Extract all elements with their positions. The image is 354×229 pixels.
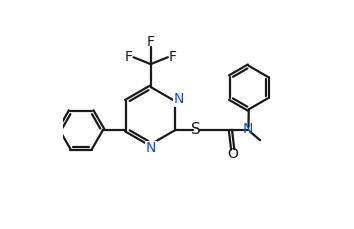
Text: S: S (191, 123, 201, 137)
Text: N: N (145, 141, 156, 155)
Text: F: F (125, 50, 132, 64)
Text: N: N (242, 123, 253, 136)
Text: F: F (169, 50, 177, 64)
Text: N: N (174, 92, 184, 106)
Text: F: F (147, 35, 155, 49)
Text: O: O (227, 147, 238, 161)
